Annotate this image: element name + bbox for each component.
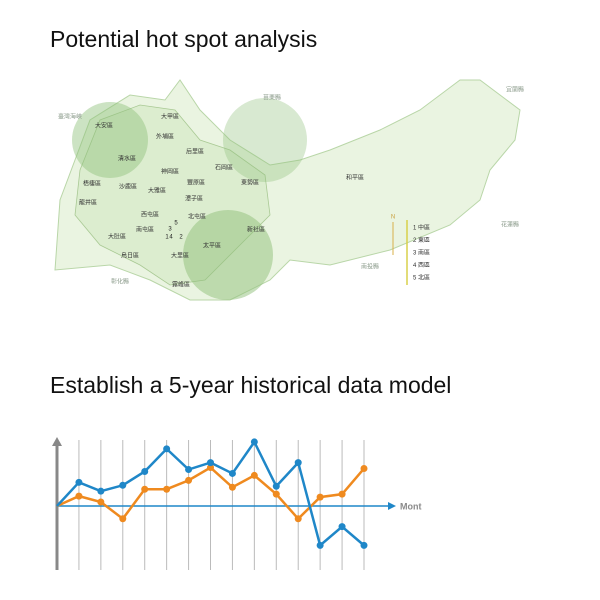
district-label: 大雅區 [148,187,166,195]
district-label: 潭子區 [185,195,203,203]
point [294,459,302,467]
legend-label: 2 東區 [413,236,430,244]
point [272,482,280,490]
compass: N [391,215,395,221]
point [294,515,302,523]
district-label: 神岡區 [161,168,179,176]
district-label: 東勢區 [241,179,259,187]
map-number: 5 [174,221,178,227]
hot-spot [183,210,273,300]
point [119,481,127,489]
district-label: 后里區 [186,148,204,156]
map-number: 2 [179,235,183,241]
point [141,467,149,475]
neighbor-label: 臺灣海峽 [58,113,82,121]
legend-label: 1 中區 [413,224,430,232]
neighbor-label: 苗栗縣 [263,94,281,102]
neighbor-label: 宜蘭縣 [506,86,524,94]
district-label: 梧棲區 [83,180,101,188]
district-label: 大肚區 [108,233,126,241]
point [75,492,83,500]
district-label: 大甲區 [161,113,179,121]
heading: Establish a 5-year historical data model [50,372,452,398]
district-label: 和平區 [346,174,364,182]
y-axis-arrow [52,437,62,446]
point [163,485,171,493]
legend-label: 3 南區 [413,249,430,257]
point [272,490,280,498]
point [97,487,105,495]
point [207,464,214,472]
point [250,438,258,446]
point [228,469,236,477]
x-axis-label: Mont [400,501,422,511]
district-label: 太平區 [203,242,221,250]
point [185,466,193,474]
point [250,471,258,479]
district-label: 南屯區 [136,226,154,234]
point [360,465,368,473]
district-label: 烏日區 [121,252,139,260]
district-label: 外埔區 [156,133,174,141]
point [338,490,346,498]
district-label: 新社區 [247,226,265,234]
district-label: 石岡區 [215,165,233,172]
heading: Potential hot spot analysis [50,26,318,52]
map-number: 1 [165,235,169,241]
map-number: 4 [169,235,173,241]
district-label: 北屯區 [188,213,206,221]
point [97,498,105,506]
district-label: 龍井區 [79,199,97,207]
neighbor-label: 花蓮縣 [501,221,519,229]
point [185,476,193,484]
district-label: 沙鹿區 [119,183,137,191]
district-label: 大安區 [95,122,113,130]
point [163,445,171,453]
point [141,485,149,493]
legend-label: 4 西區 [413,262,430,269]
district-label: 清水區 [118,155,136,163]
point [316,541,324,549]
point [119,515,127,523]
x-axis-arrow [388,501,396,510]
point [228,483,236,491]
point [360,541,368,549]
legend-label: 5 北區 [413,274,430,282]
district-label: 西屯區 [141,211,159,219]
point [207,459,214,467]
point [338,523,346,531]
neighbor-label: 南投縣 [361,263,379,271]
point [316,493,324,501]
district-label: 霧峰區 [172,281,190,289]
map-number: 3 [168,227,172,233]
district-label: 大里區 [171,252,189,260]
hot-spot [223,98,307,182]
neighbor-label: 彰化縣 [111,278,129,286]
hot-spot [72,102,148,178]
point [75,478,83,486]
district-label: 豐原區 [187,179,205,187]
